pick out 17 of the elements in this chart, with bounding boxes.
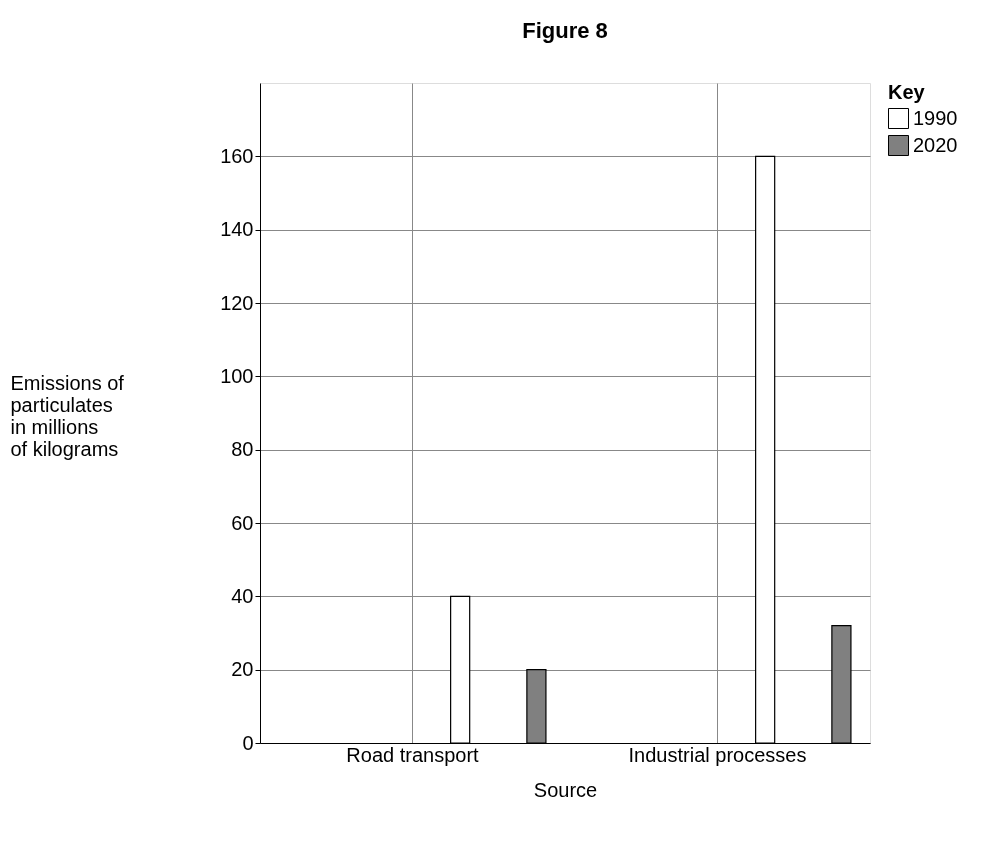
x-tick-label: Road transport [346,743,480,766]
y-tick-label: 20 [231,658,254,681]
x-axis-title: Source [533,778,598,801]
y-tick-label: 140 [220,218,254,241]
legend-title: Key [888,81,926,103]
y-tick-label: 160 [220,144,254,167]
y-tick-label: 40 [231,584,254,607]
legend-label: 1990 [913,106,958,129]
y-tick-label: 100 [220,364,254,387]
y-axis-title: Emissions of particulates in millions of kilograms [10,371,125,460]
y-tick-label: 80 [231,438,254,461]
y-tick-label: 0 [242,731,254,754]
chart-title: Figure 8 [522,18,608,43]
y-tick-label: 120 [220,291,254,314]
x-tick-label: Industrial processes [628,743,807,766]
legend-label: 2020 [913,133,958,156]
y-tick-label: 60 [231,511,254,534]
